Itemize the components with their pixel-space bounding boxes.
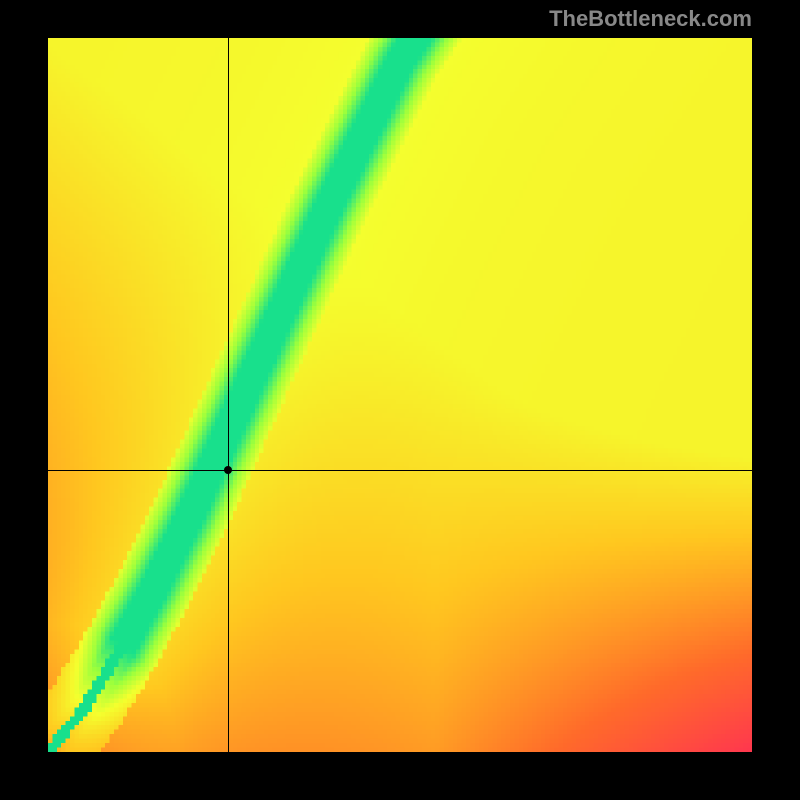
- heatmap-canvas: [48, 38, 752, 752]
- crosshair-horizontal: [48, 470, 752, 471]
- heatmap-plot: [48, 38, 752, 752]
- watermark-text: TheBottleneck.com: [549, 6, 752, 32]
- crosshair-vertical: [228, 38, 229, 752]
- selection-marker: [224, 466, 232, 474]
